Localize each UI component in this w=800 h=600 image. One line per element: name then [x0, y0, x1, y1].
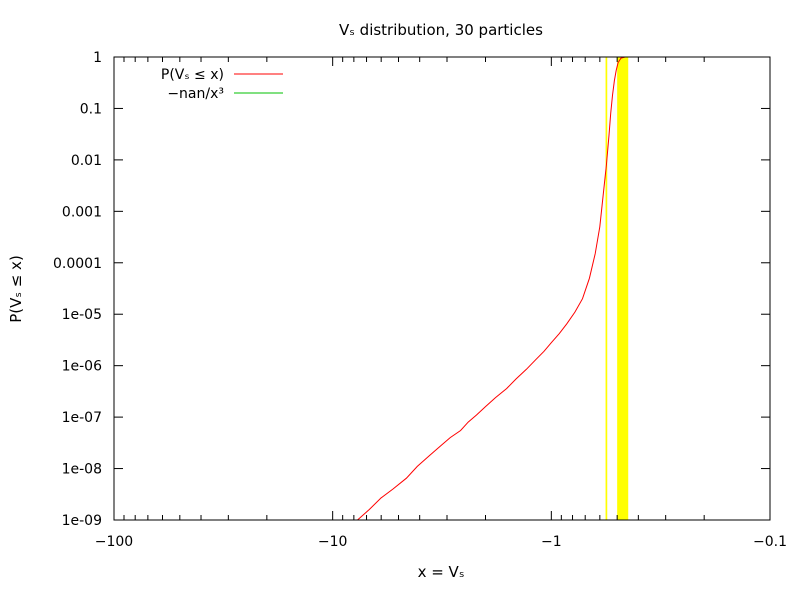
chart-title: Vₛ distribution, 30 particles — [339, 21, 543, 39]
highlight-band-1 — [605, 57, 608, 520]
series-line-0 — [357, 56, 626, 521]
y-tick-label: 1e-09 — [62, 513, 102, 529]
x-tick-labels: −100 −10 −1 −0.1 — [95, 534, 787, 550]
y-tick-label: 0.1 — [80, 101, 102, 117]
x-tick-label: −100 — [95, 534, 133, 550]
y-tick-label: 1e-08 — [62, 462, 102, 478]
y-tick-label: 1e-06 — [62, 359, 102, 375]
highlight-bands — [605, 57, 629, 520]
x-axis-label: x = Vₛ — [418, 563, 465, 581]
series-layer — [357, 56, 626, 521]
y-tick-label: 1 — [93, 50, 102, 66]
y-tick-labels: 1e-09 1e-08 1e-07 1e-06 1e-05 0.0001 0.001 0.01… — [53, 50, 102, 529]
y-tick-label: 0.01 — [71, 153, 102, 169]
x-tick-label: −0.1 — [753, 534, 787, 550]
x-tick-label: −10 — [318, 534, 348, 550]
legend-label-tail-fit: −nan/x³ — [167, 86, 224, 102]
y-tick-label: 1e-05 — [62, 307, 102, 323]
y-axis-label: P(Vₛ ≤ x) — [7, 255, 25, 323]
legend-label-cdf: P(Vₛ ≤ x) — [161, 67, 224, 83]
y-tick-label: 0.0001 — [53, 256, 102, 272]
legend: P(Vₛ ≤ x) −nan/x³ — [161, 67, 283, 102]
y-tick-label: 0.001 — [62, 204, 102, 220]
x-tick-label: −1 — [541, 534, 562, 550]
highlight-band-0 — [617, 57, 629, 520]
y-tick-label: 1e-07 — [62, 410, 102, 426]
plot-frame — [113, 56, 771, 521]
